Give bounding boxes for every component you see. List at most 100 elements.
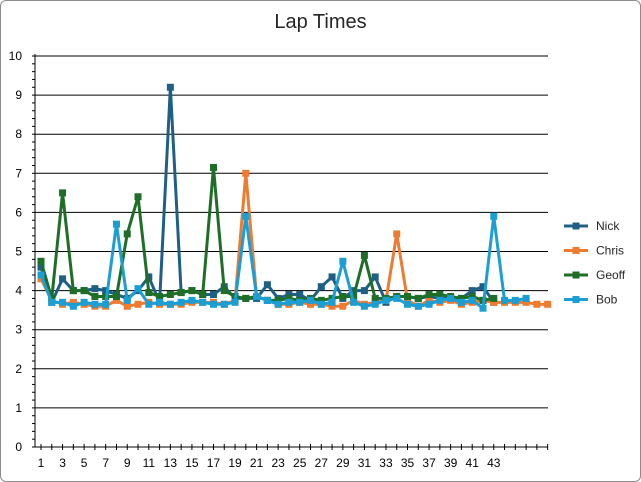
legend-marker — [572, 222, 580, 230]
y-tick-label: 7 — [15, 166, 22, 180]
data-point — [112, 292, 120, 300]
data-point — [80, 287, 88, 295]
data-point — [37, 257, 45, 265]
legend: Nick Chris Geoff Bob — [564, 219, 626, 307]
y-tick-label: 0 — [15, 440, 22, 454]
data-point — [166, 291, 174, 299]
series-nick — [37, 83, 498, 306]
data-point — [360, 287, 368, 295]
x-tick-label: 15 — [185, 456, 199, 470]
data-point — [360, 302, 368, 310]
data-point — [134, 285, 142, 293]
data-point — [112, 296, 120, 304]
data-point — [436, 291, 444, 299]
data-point — [328, 302, 336, 310]
gridlines — [35, 55, 548, 409]
chart-title: Lap Times — [274, 11, 367, 33]
x-tick-label: 31 — [358, 456, 372, 470]
data-point — [468, 287, 476, 295]
y-tick-label: 10 — [9, 49, 23, 63]
x-tick-label: 21 — [250, 456, 264, 470]
data-point — [263, 281, 271, 289]
x-tick-label: 19 — [228, 456, 242, 470]
data-point — [209, 300, 217, 308]
data-point — [69, 298, 77, 306]
data-point — [501, 296, 509, 304]
x-tick-label: 33 — [379, 456, 393, 470]
x-tick-label: 25 — [293, 456, 307, 470]
data-point — [59, 189, 67, 197]
y-tick-label: 6 — [15, 205, 22, 219]
data-point — [123, 296, 131, 304]
data-point — [134, 193, 142, 201]
data-point — [393, 230, 401, 238]
data-point — [457, 298, 465, 306]
data-point — [339, 257, 347, 265]
data-point — [404, 296, 412, 304]
legend-item-bob: Bob — [564, 293, 618, 307]
data-point — [371, 294, 379, 302]
data-point — [404, 300, 412, 308]
data-point — [145, 300, 153, 308]
x-tick-label: 35 — [401, 456, 415, 470]
data-point — [414, 302, 422, 310]
data-point — [296, 291, 304, 299]
x-tick-label: 17 — [207, 456, 221, 470]
y-tick-label: 1 — [15, 401, 22, 415]
data-point — [328, 298, 336, 306]
data-point — [457, 294, 465, 302]
y-tick-label: 9 — [15, 88, 22, 102]
data-point — [199, 291, 207, 299]
data-point — [479, 283, 487, 291]
data-point — [425, 291, 433, 299]
legend-item-geoff: Geoff — [564, 268, 626, 282]
data-point — [350, 298, 358, 306]
data-point — [339, 302, 347, 310]
legend-marker — [572, 271, 580, 279]
data-point — [209, 291, 217, 299]
data-point — [522, 294, 530, 302]
legend-label: Nick — [596, 219, 620, 233]
legend-label: Geoff — [596, 268, 626, 282]
legend-marker — [572, 247, 580, 254]
y-tick-label: 4 — [15, 284, 22, 298]
data-point — [382, 296, 390, 304]
y-tick-label: 3 — [15, 323, 22, 337]
x-tick-label: 41 — [466, 456, 480, 470]
x-tick-label: 23 — [271, 456, 285, 470]
data-point — [91, 292, 99, 300]
data-point — [317, 283, 325, 291]
data-point — [123, 302, 131, 310]
data-point — [145, 289, 153, 297]
x-tick-label: 7 — [102, 456, 109, 470]
data-point — [188, 296, 196, 304]
data-point — [285, 298, 293, 306]
data-point — [274, 300, 282, 308]
data-point — [242, 294, 250, 302]
data-point — [328, 273, 336, 281]
data-point — [59, 298, 67, 306]
data-point — [123, 230, 131, 238]
data-point — [317, 300, 325, 308]
y-tick-label: 8 — [15, 127, 22, 141]
data-point — [156, 292, 164, 300]
data-point — [209, 163, 217, 171]
x-tick-label: 1 — [38, 456, 45, 470]
data-point — [533, 300, 541, 308]
legend-item-chris: Chris — [564, 244, 624, 258]
data-point — [511, 296, 519, 304]
data-point — [468, 296, 476, 304]
data-point — [145, 273, 153, 281]
data-point — [307, 300, 314, 308]
data-point — [285, 291, 293, 299]
data-point — [339, 292, 347, 300]
series-line — [39, 214, 527, 310]
data-point — [436, 296, 444, 304]
legend-label: Bob — [596, 293, 618, 307]
data-point — [490, 294, 498, 302]
data-point — [425, 300, 433, 308]
data-point — [468, 292, 476, 300]
